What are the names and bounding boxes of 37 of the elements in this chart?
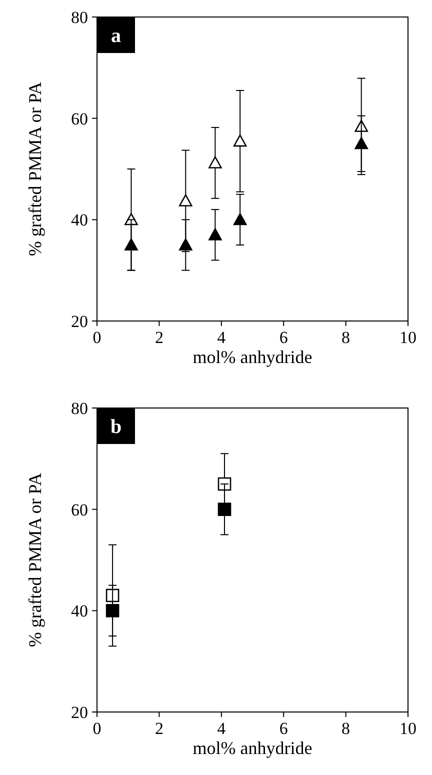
point — [178, 194, 192, 206]
point — [178, 238, 192, 250]
x-axis-title: mol% anhydride — [192, 738, 312, 758]
y-tick-label: 60 — [71, 500, 88, 520]
y-tick-label: 80 — [71, 8, 88, 27]
x-tick-label: 2 — [154, 328, 164, 347]
x-tick-label: 0 — [92, 328, 102, 347]
x-tick-label: 8 — [342, 719, 350, 738]
x-tick-label: 4 — [217, 328, 226, 347]
y-tick-label: 60 — [71, 109, 88, 128]
x-tick-label: 6 — [279, 328, 288, 347]
x-tick-label: 4 — [217, 719, 226, 738]
x-axis-title: mol% anhydride — [192, 347, 312, 367]
point — [106, 604, 120, 618]
y-tick-label: 20 — [71, 702, 88, 722]
point — [354, 137, 368, 150]
point — [208, 228, 222, 240]
y-tick-label: 80 — [71, 398, 88, 418]
x-tick-label: 10 — [400, 719, 416, 738]
point — [233, 213, 247, 226]
point — [233, 134, 247, 147]
y-axis-title: % grafted PMMA or PA — [25, 472, 45, 648]
y-axis-title: % grafted PMMA or PA — [25, 82, 45, 256]
x-tick-label: 6 — [279, 719, 288, 738]
point — [208, 156, 222, 168]
point — [218, 502, 232, 516]
y-tick-label: 20 — [71, 312, 88, 331]
annotation: a — [111, 25, 121, 47]
y-tick-label: 40 — [71, 210, 88, 230]
point — [218, 477, 232, 491]
x-tick-label: 8 — [342, 328, 350, 347]
annotation: b — [110, 416, 122, 438]
y-tick-label: 40 — [71, 602, 88, 621]
x-tick-label: 10 — [400, 328, 416, 347]
x-tick-label: 0 — [92, 719, 102, 738]
point — [124, 238, 138, 250]
x-tick-label: 2 — [154, 719, 164, 738]
